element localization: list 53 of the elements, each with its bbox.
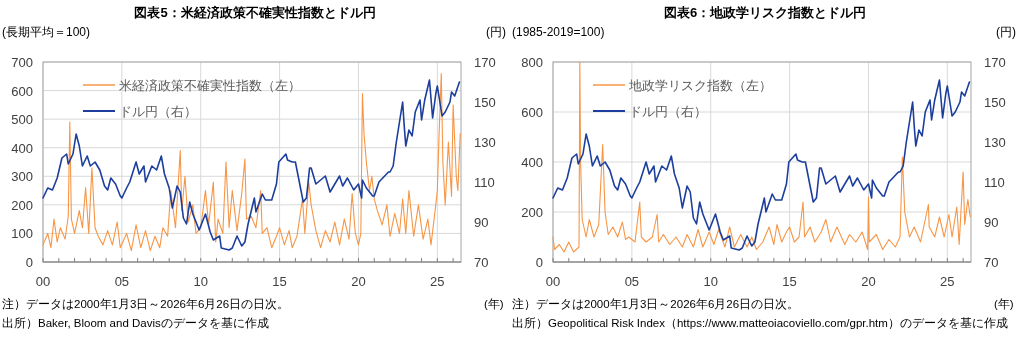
y2-tick-label: 130 [984,135,1006,150]
legend-label: 米経済政策不確実性指数（左） [119,78,301,93]
y2-tick-label: 150 [474,95,496,110]
text: 注）データは2000年1月3日～2026年6月26日の日次。 [2,297,290,312]
y2-tick-label: 110 [984,175,1005,190]
y-tick-label: 600 [521,105,543,120]
text: 出所）Baker, Bloom and Davisのデータを基に作成 [2,316,269,331]
y-tick-label: 0 [25,255,33,270]
text: 出所）Geopolitical Risk Index（https://www.matteoiacoviello.com/gpr.htm）のデータを基に作成 [512,316,1008,331]
chart-title: 図表5：米経済政策不確実性指数とドル円 [134,5,376,20]
y-tick-label: 100 [11,226,33,242]
x-tick-label: 05 [114,274,130,289]
x-tick-label: 10 [193,274,208,289]
x-tick-label: 20 [861,274,876,289]
x-tick-label: 00 [35,274,51,289]
legend-label: ドル円（右） [119,104,197,119]
y-tick-label: 400 [521,155,543,170]
legend-label: 地政学リスク指数（左） [628,78,772,93]
chart-title: 図表6：地政学リスク指数とドル円 [663,5,867,20]
y2-tick-label: 170 [984,55,1006,70]
y2-tick-label: 90 [984,215,999,230]
x-tick-label: 20 [351,274,366,289]
y-tick-label: 500 [11,112,33,128]
x-tick-label: 25 [940,274,955,289]
y2-tick-label: 110 [474,175,495,190]
y-tick-label: 300 [11,169,33,185]
y-axis-title: (長期平均＝100) [2,25,91,39]
y2-tick-label: 150 [984,95,1006,110]
y-tick-label: 400 [11,140,33,156]
x-axis-title: (年) [484,297,504,312]
y-tick-label: 700 [11,55,33,70]
y-tick-label: 800 [521,55,543,70]
y2-tick-label: 70 [474,255,489,270]
y-tick-label: 600 [11,83,33,99]
y2-axis-title: (円) [486,25,506,39]
legend-label: ドル円（右） [629,104,707,119]
y2-tick-label: 130 [474,135,496,150]
y2-tick-label: 90 [474,215,489,230]
x-tick-label: 05 [624,274,640,289]
y-tick-label: 200 [521,205,543,220]
x-tick-label: 10 [703,274,718,289]
text: 注）データは2000年1月3日～2026年6月26日の日次。 [512,297,800,312]
y-tick-label: 200 [11,197,33,213]
x-tick-label: 15 [782,274,797,289]
y2-tick-label: 70 [984,255,999,270]
x-tick-label: 15 [272,274,287,289]
y-axis-title: (1985-2019=100) [512,25,605,39]
y2-tick-label: 170 [474,55,496,70]
y2-axis-title: (円) [996,25,1016,39]
x-tick-label: 25 [430,274,445,289]
y-tick-label: 0 [535,255,543,270]
x-axis-title: (年) [994,297,1014,312]
x-tick-label: 00 [545,274,561,289]
